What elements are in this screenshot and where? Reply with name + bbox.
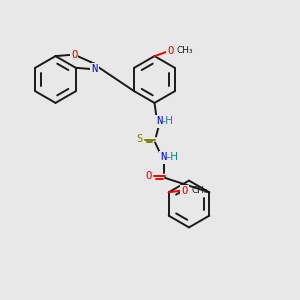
- Text: CH₃: CH₃: [176, 46, 193, 55]
- Text: N: N: [160, 152, 166, 163]
- Text: O: O: [71, 50, 77, 60]
- Text: N: N: [91, 64, 98, 74]
- Text: –H: –H: [165, 152, 178, 163]
- Text: O: O: [181, 186, 188, 196]
- Text: CH₃: CH₃: [192, 186, 208, 195]
- Text: O: O: [146, 171, 152, 182]
- Text: –H: –H: [161, 116, 174, 127]
- Text: O: O: [167, 46, 173, 56]
- Text: N: N: [156, 116, 162, 127]
- Text: S: S: [136, 134, 142, 145]
